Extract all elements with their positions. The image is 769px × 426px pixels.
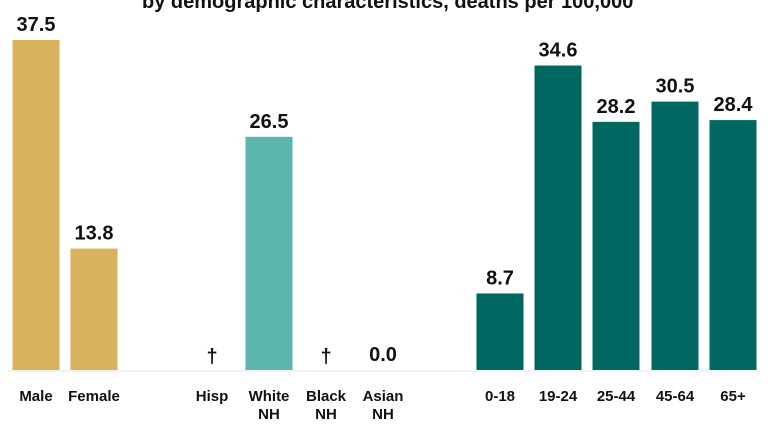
value-label: 30.5 bbox=[656, 76, 695, 98]
chart-title-fragment: by demographic characteristics, deaths p… bbox=[142, 0, 633, 13]
bar-age-1 bbox=[534, 65, 582, 371]
value-label: 26.5 bbox=[250, 111, 289, 133]
bar-sex-0 bbox=[12, 40, 60, 370]
category-label: Hisp bbox=[196, 388, 229, 405]
category-label: Asian bbox=[363, 388, 404, 405]
category-label: White bbox=[249, 388, 290, 405]
category-label: 65+ bbox=[720, 388, 746, 405]
category-label: Male bbox=[19, 388, 52, 405]
value-label: † bbox=[206, 346, 217, 368]
bar-age-3 bbox=[651, 101, 699, 370]
category-label: 19-24 bbox=[539, 388, 578, 405]
category-label: 25-44 bbox=[597, 388, 636, 405]
value-label: 28.2 bbox=[597, 96, 636, 118]
category-label: NH bbox=[258, 406, 280, 423]
bar-age-4 bbox=[709, 120, 757, 370]
category-label: Black bbox=[306, 388, 347, 405]
value-label: 34.6 bbox=[539, 40, 578, 62]
bars-layer: 37.5Male13.8Female†Hisp26.5WhiteNH†Black… bbox=[12, 14, 757, 423]
bar-age-2 bbox=[592, 121, 640, 370]
category-label: NH bbox=[372, 406, 394, 423]
category-label: NH bbox=[315, 406, 337, 423]
value-label: 0.0 bbox=[369, 344, 397, 366]
bar-race_ethnicity-1 bbox=[245, 136, 293, 370]
category-label: 45-64 bbox=[656, 388, 695, 405]
bar-age-0 bbox=[476, 293, 524, 370]
value-label: 37.5 bbox=[17, 14, 56, 36]
value-label: † bbox=[320, 346, 331, 368]
category-label: Female bbox=[68, 388, 120, 405]
value-label: 8.7 bbox=[486, 267, 514, 289]
bar-sex-1 bbox=[70, 248, 118, 370]
category-label: 0-18 bbox=[485, 388, 515, 405]
value-label: 28.4 bbox=[714, 94, 754, 116]
value-label: 13.8 bbox=[75, 223, 114, 245]
